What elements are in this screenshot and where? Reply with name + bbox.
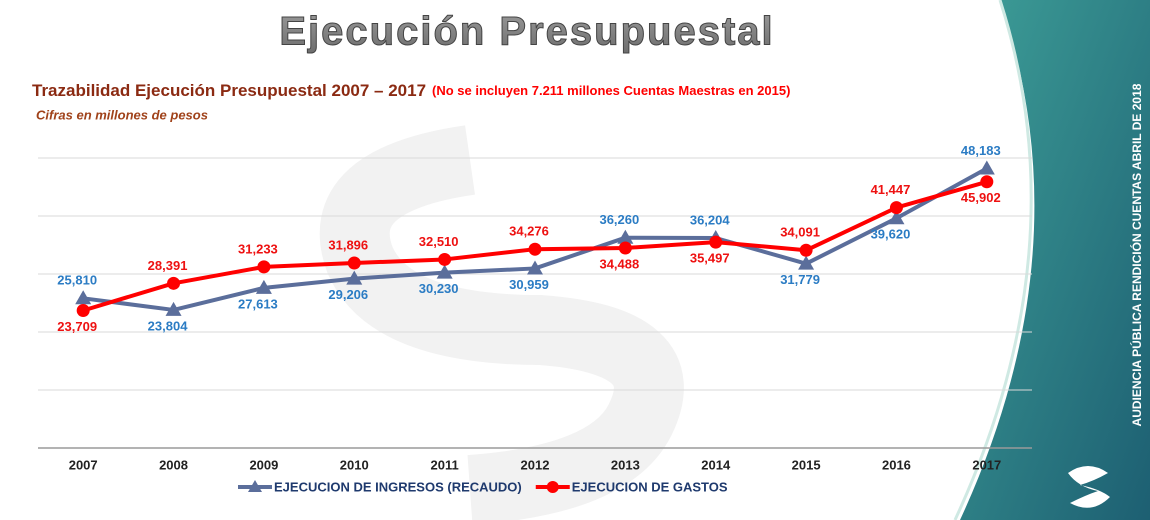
marker-circle [799,243,813,257]
data-label: 34,488 [599,256,639,271]
marker-triangle [255,279,272,294]
x-tick-label: 2015 [792,457,821,472]
data-label: 31,779 [780,272,820,287]
marker-circle [980,175,994,189]
data-label: 34,091 [780,225,820,240]
data-label: 27,613 [238,296,278,311]
marker-triangle [436,264,453,279]
marker-circle [167,276,181,290]
data-label: 48,183 [961,143,1001,158]
x-tick-label: 2009 [249,457,278,472]
x-tick-label: 2012 [521,457,550,472]
data-label: 35,497 [690,251,730,266]
data-label: 25,810 [57,273,97,288]
data-label: 23,709 [57,319,97,334]
x-tick-label: 2007 [69,457,98,472]
legend-label: EJECUCION DE INGRESOS (RECAUDO) [274,479,522,494]
data-label: 31,896 [328,237,368,252]
data-label: 32,510 [419,234,459,249]
units-note: Cifras en millones de pesos [36,107,208,122]
marker-triangle [798,255,815,270]
x-tick-label: 2014 [701,457,731,472]
data-label: 36,260 [599,212,639,227]
x-tick-label: 2017 [972,457,1001,472]
series: 23,709 28,391 31,233 31,896 32,510 34,276 34,4… [57,175,1001,334]
data-label: 30,959 [509,277,549,292]
side-text: AUDIENCIA PÚBLICA RENDICIÓN CUENTAS ABRI… [1129,83,1144,426]
subtitle-main: Trazabilidad Ejecución Presupuestal 2007… [32,81,426,100]
marker-circle [438,252,452,266]
subtitle-note: (No se incluyen 7.211 millones Cuentas M… [432,83,790,98]
side-band [960,0,1150,520]
legend-item: EJECUCION DE GASTOS [535,479,728,494]
marker-circle [528,242,542,256]
data-label: 41,447 [871,182,911,197]
legend-label: EJECUCION DE GASTOS [572,479,728,494]
x-tick-label: 2013 [611,457,640,472]
marker-circle [618,241,632,255]
marker-triangle [165,301,182,316]
marker-triangle [527,260,543,275]
data-label: 34,276 [509,224,549,239]
marker-triangle [75,290,92,305]
x-tick-label: 2016 [882,457,911,472]
logo [1068,466,1110,508]
marker-triangle [978,160,995,175]
legend-marker [546,481,559,493]
marker-triangle [888,210,905,225]
data-label: 45,902 [961,190,1001,205]
legend-item: EJECUCION DE INGRESOS (RECAUDO) [238,479,522,494]
data-label: 28,391 [148,258,188,273]
legend-marker [248,480,262,492]
data-label: 30,230 [419,281,459,296]
slide-title: Ejecución Presupuestal [279,10,774,54]
marker-circle [76,303,90,317]
side-edge [953,0,1033,520]
marker-triangle [346,270,363,285]
data-label: 31,233 [238,241,278,256]
marker-circle [709,235,723,249]
marker-circle [347,256,361,270]
marker-triangle [617,229,634,244]
data-label: 29,206 [328,287,368,302]
marker-circle [889,201,903,215]
x-tick-label: 2011 [431,457,459,472]
data-label: 23,804 [148,318,189,333]
subtitle: Trazabilidad Ejecución Presupuestal 2007… [32,81,790,100]
marker-circle [257,260,271,274]
data-label: 36,204 [690,212,731,227]
x-tick-label: 2010 [340,457,369,472]
series: 25,810 23,804 27,613 29,206 30,230 30,959 36,2… [57,143,1000,333]
x-tick-label: 2008 [159,457,188,472]
data-label: 39,620 [871,227,911,242]
